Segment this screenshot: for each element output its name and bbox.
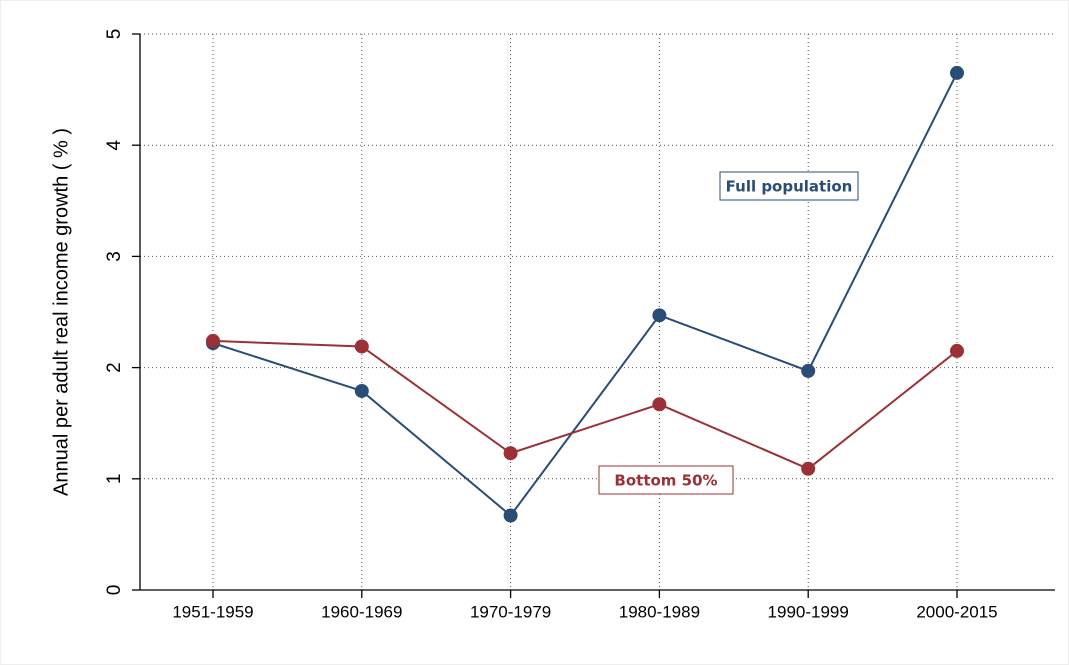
- y-tick-label: 4: [104, 139, 125, 150]
- annotation-box: [719, 171, 859, 201]
- series-line: [212, 339, 958, 470]
- point: [652, 397, 667, 412]
- point: [354, 339, 369, 354]
- point: [801, 461, 816, 476]
- y-tick-label: 5: [104, 29, 125, 40]
- x-tick-label: 1980-1989: [619, 602, 700, 621]
- y-tick-label: 2: [104, 362, 125, 373]
- point: [652, 308, 667, 323]
- point: [503, 508, 518, 523]
- y-tick-label: 3: [104, 251, 125, 262]
- y-axis-label: Annual per adult real income growth ( % …: [50, 128, 72, 496]
- annotation-box: [598, 465, 734, 495]
- x-tick-label: 1970-1979: [470, 602, 551, 621]
- y-tick-label: 1: [104, 474, 125, 485]
- x-tick-label: 2000-2015: [916, 602, 997, 621]
- point: [950, 65, 964, 80]
- point: [206, 333, 220, 348]
- point: [950, 343, 964, 358]
- x-tick-label: 1960-1969: [321, 602, 402, 621]
- point: [354, 383, 369, 398]
- point: [503, 446, 518, 461]
- legend-label: Full population: [726, 178, 853, 196]
- series-line: [212, 72, 958, 517]
- x-tick-label: 1951-1959: [172, 602, 253, 621]
- x-tick-label: 1990-1999: [768, 602, 849, 621]
- point: [801, 363, 816, 378]
- y-tick-label: 0: [104, 585, 125, 596]
- legend-label: Bottom 50%: [614, 472, 717, 490]
